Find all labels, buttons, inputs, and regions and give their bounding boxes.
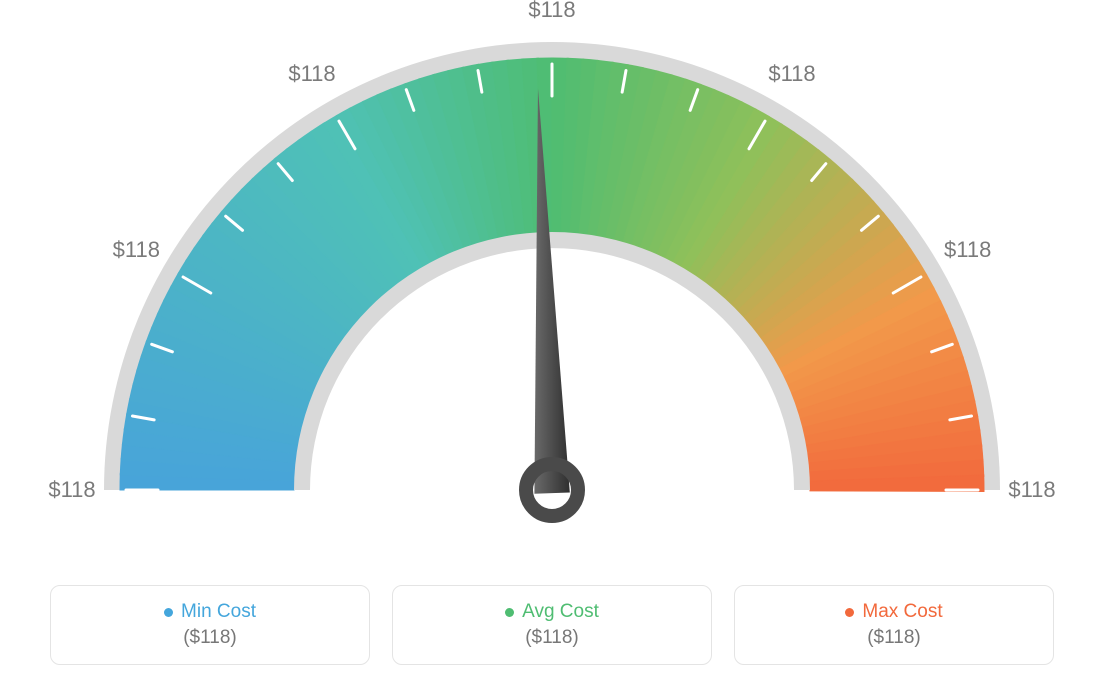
legend-card-max-cost: Max Cost ($118) xyxy=(734,585,1054,665)
legend-title: Avg Cost xyxy=(505,601,599,623)
gauge-scale-label: $118 xyxy=(48,477,95,503)
legend-row: Min Cost ($118) Avg Cost ($118) Max Cost ($11… xyxy=(0,585,1104,665)
gauge-scale-label: $118 xyxy=(1008,477,1055,503)
legend-label: Avg Cost xyxy=(522,601,599,623)
gauge-scale-label: $118 xyxy=(944,237,991,263)
gauge-svg xyxy=(0,0,1104,560)
legend-value: ($118) xyxy=(183,627,237,649)
gauge-scale-label: $118 xyxy=(528,0,575,23)
legend-dot-icon xyxy=(505,608,514,617)
legend-value: ($118) xyxy=(525,627,579,649)
gauge-scale-label: $118 xyxy=(768,61,815,87)
legend-card-min-cost: Min Cost ($118) xyxy=(50,585,370,665)
gauge-chart: $118 $118 $118 $118 $118 $118 $118 xyxy=(0,0,1104,560)
gauge-scale-label: $118 xyxy=(113,237,160,263)
legend-dot-icon xyxy=(845,608,854,617)
gauge-scale-label: $118 xyxy=(288,61,335,87)
legend-label: Min Cost xyxy=(181,601,256,623)
legend-dot-icon xyxy=(164,608,173,617)
legend-label: Max Cost xyxy=(862,601,942,623)
legend-title: Min Cost xyxy=(164,601,256,623)
legend-title: Max Cost xyxy=(845,601,942,623)
legend-value: ($118) xyxy=(867,627,921,649)
legend-card-avg-cost: Avg Cost ($118) xyxy=(392,585,712,665)
